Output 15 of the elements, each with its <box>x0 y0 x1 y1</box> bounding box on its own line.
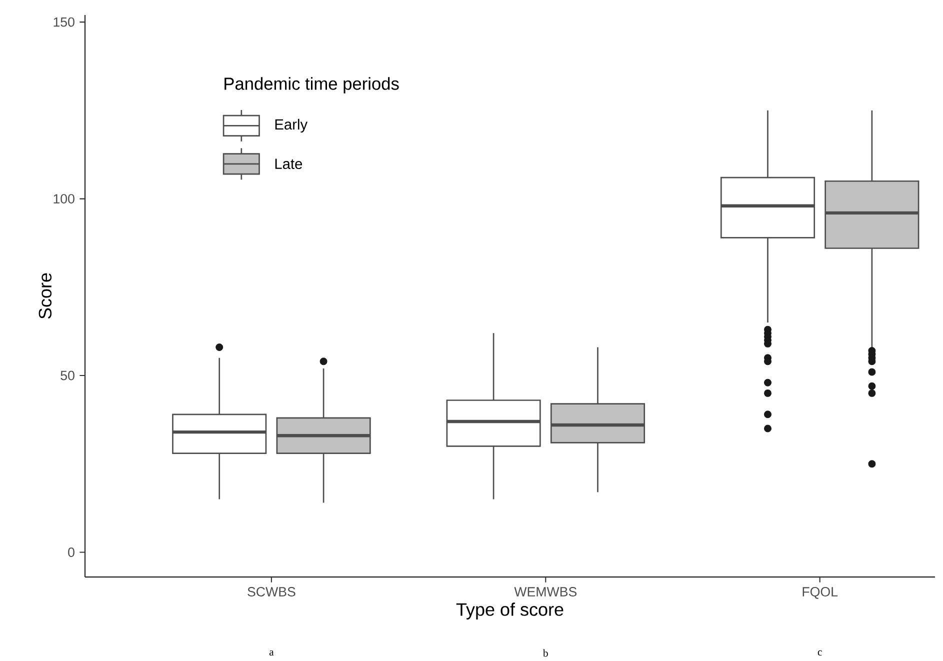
y-tick-label: 150 <box>54 17 74 27</box>
x-axis-title: Type of score <box>456 602 564 620</box>
legend-label: Early <box>275 118 308 132</box>
x-tick-label: WEMWBS <box>514 586 577 596</box>
text: c <box>818 650 822 656</box>
text: a <box>269 650 274 656</box>
x-tick-label: FQOL <box>802 586 838 599</box>
y-tick-label: 100 <box>54 194 74 204</box>
x-tick-label: SCWBS <box>248 586 296 596</box>
legend-title: Pandemic time periods <box>224 77 399 94</box>
y-axis-title: Score <box>38 273 52 319</box>
y-tick-label: 0 <box>68 547 74 557</box>
text: b <box>542 649 548 657</box>
y-tick-label: 50 <box>60 370 74 380</box>
legend-label: Late <box>275 158 302 169</box>
